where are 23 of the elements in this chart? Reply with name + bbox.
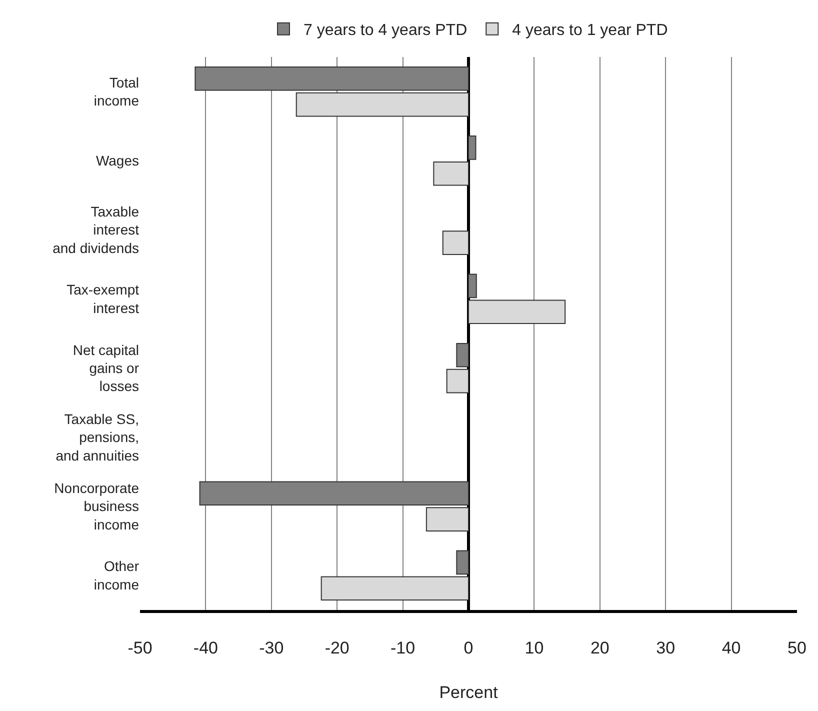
- y-tick-label: Other income: [94, 558, 140, 592]
- y-tick-label: Noncorporate business income: [54, 480, 140, 532]
- x-axis-title: Percent: [439, 682, 498, 702]
- x-tick-label: 30: [656, 638, 676, 658]
- y-tick-label: Total income: [94, 74, 140, 109]
- bar: [442, 230, 469, 255]
- x-tick-label: 0: [464, 638, 474, 658]
- x-tick-label: 20: [590, 638, 610, 658]
- x-tick-label: -20: [324, 638, 350, 658]
- y-tick-label: Wages: [96, 152, 139, 169]
- x-tick-label: -40: [193, 638, 218, 658]
- legend-label: 4 years to 1 year PTD: [512, 22, 668, 40]
- legend-label: 7 years to 4 years PTD: [304, 22, 468, 40]
- y-tick-label: Taxable SS, pensions, and annuities: [56, 410, 139, 464]
- x-tick-label: 40: [722, 638, 741, 658]
- y-tick-label: Net capital gains or losses: [72, 342, 140, 394]
- y-tick-label: Taxable interest and dividends: [52, 204, 140, 256]
- x-tick-label: 50: [788, 638, 806, 658]
- x-tick-label: -30: [259, 638, 284, 658]
- x-tick-label: -10: [390, 638, 416, 658]
- y-tick-label: Tax-exempt interest: [66, 282, 140, 316]
- x-tick-label: -50: [128, 638, 152, 658]
- x-tick-label: 10: [524, 638, 544, 658]
